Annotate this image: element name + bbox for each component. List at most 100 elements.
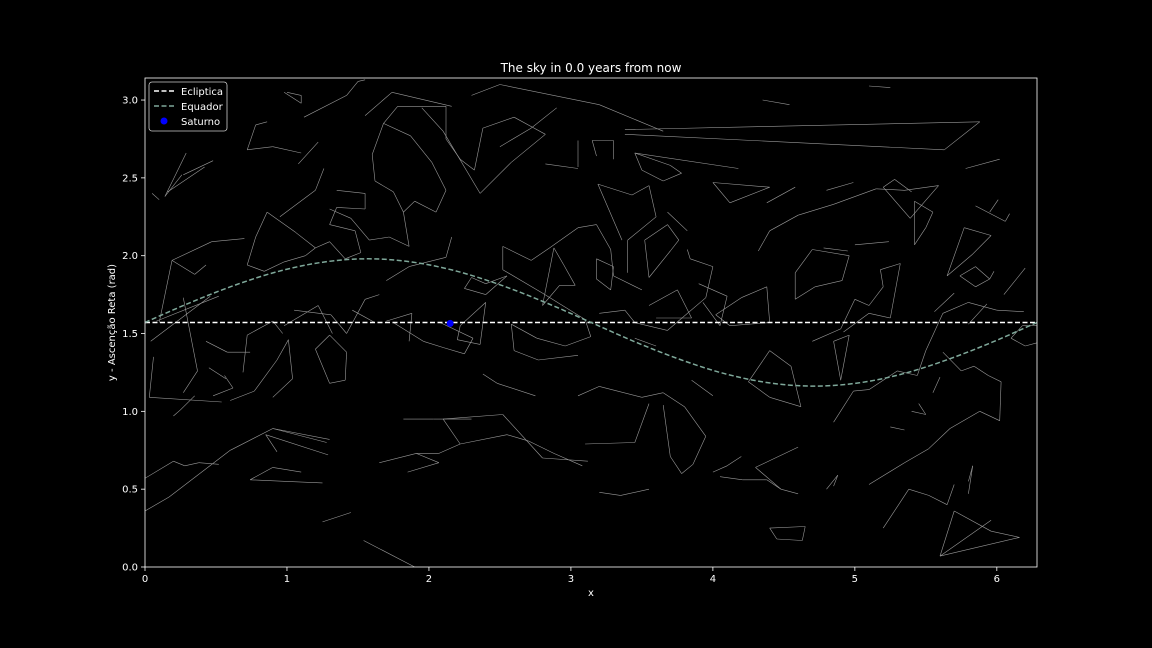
constellation-segment: [691, 379, 714, 397]
constellation-segment: [596, 278, 611, 291]
constellation-segment: [474, 128, 484, 171]
constellation-segment: [183, 370, 198, 393]
constellation-segment: [909, 185, 939, 219]
y-tick-label: 2.0: [122, 251, 138, 262]
constellation-segment: [354, 230, 362, 253]
constellation-segment: [597, 183, 623, 241]
constellation-segment: [840, 299, 856, 330]
constellation-segment: [315, 241, 330, 249]
constellation-segment: [168, 450, 231, 498]
constellation-segment: [999, 381, 1002, 421]
x-axis-label: x: [588, 588, 594, 599]
series-layer: [145, 258, 1037, 387]
constellation-segment: [531, 247, 550, 261]
constellation-segment: [303, 95, 347, 118]
constellation-segment: [975, 205, 1006, 222]
constellation-segment: [205, 341, 228, 353]
constellation-segment: [712, 465, 728, 473]
constellation-segment: [230, 390, 255, 401]
constellation-segment: [634, 152, 671, 166]
constellation-segment: [538, 355, 579, 361]
constellation-segment: [363, 540, 415, 567]
constellation-segment: [336, 190, 366, 194]
constellation-segment: [928, 428, 951, 449]
constellation-segment: [511, 134, 546, 163]
constellation-segment: [780, 488, 799, 495]
constellation-segment: [1003, 267, 1026, 295]
legend: Ecliptica Equador Saturno: [148, 81, 228, 132]
constellation-segment: [374, 180, 394, 193]
constellation-segment: [627, 216, 657, 241]
constellation-segment: [506, 434, 529, 442]
constellation-segment: [965, 158, 1000, 169]
constellation-segment: [471, 277, 486, 284]
y-axis-label: y - Ascenção Reta (rad): [107, 264, 118, 381]
constellation-segment: [755, 446, 799, 468]
constellation-segment: [890, 263, 901, 319]
constellation-segment: [843, 313, 870, 333]
constellation-segment: [386, 266, 410, 281]
constellation-segment: [482, 116, 515, 129]
constellation-segment: [620, 488, 650, 496]
constellation-segment: [670, 456, 682, 474]
constellation-segment: [667, 297, 706, 331]
constellation-segment: [369, 236, 390, 241]
constellation-segment: [408, 313, 413, 342]
constellation-segment: [634, 337, 657, 347]
constellation-segment: [513, 350, 539, 361]
constellation-segment: [973, 365, 989, 376]
saturno-point: [446, 319, 454, 327]
constellation-segment: [272, 428, 327, 443]
constellation-segment: [442, 418, 461, 445]
constellation-segment: [634, 403, 650, 443]
constellation-segment: [283, 92, 302, 104]
constellation-segment: [988, 375, 1002, 383]
constellation-segment: [853, 389, 870, 392]
constellation-segment: [599, 309, 625, 314]
constellation-segment: [715, 314, 731, 326]
constellation-segment: [329, 224, 356, 232]
constellation-segment: [502, 414, 543, 459]
constellation-segment: [255, 121, 268, 126]
constellation-segment: [531, 107, 557, 129]
constellation-segment: [624, 121, 980, 130]
constellation-segment: [545, 163, 579, 169]
constellation-segment: [748, 381, 770, 398]
constellation-segment: [854, 299, 870, 306]
y-tick-label: 3.0: [122, 96, 138, 107]
constellation-segment: [648, 250, 671, 278]
constellation-segment: [667, 224, 680, 241]
constellation-segment: [979, 411, 1000, 421]
constellation-segment: [692, 436, 707, 465]
x-tick-label: 3: [568, 574, 574, 585]
constellation-segment: [634, 152, 643, 171]
constellation-segment: [329, 208, 352, 219]
constellation-segment: [597, 183, 633, 196]
constellation-segment: [389, 236, 410, 247]
constellation-segment: [295, 232, 316, 249]
x-axis-ticks: 0 1 2 3 4 5 6: [142, 567, 1000, 585]
constellation-segment: [670, 239, 680, 252]
constellation-segment: [942, 351, 962, 372]
constellation-segment: [705, 266, 714, 298]
constellation-segment: [663, 172, 682, 182]
constellation-segment: [883, 179, 895, 188]
constellation-segment: [443, 347, 465, 355]
constellation-segment: [346, 299, 366, 334]
constellation-segment: [224, 375, 234, 389]
constellation-segment: [868, 370, 898, 390]
constellation-segment: [565, 336, 591, 347]
constellation-segment: [975, 266, 990, 280]
constellation-segment: [1005, 213, 1010, 222]
constellation-segment: [776, 538, 803, 541]
constellation-segment: [1010, 337, 1026, 347]
constellation-segment: [989, 199, 999, 213]
legend-saturno-marker: [160, 117, 168, 125]
constellation-segment: [158, 260, 173, 323]
constellation-segment: [624, 310, 636, 323]
constellation-segment: [798, 204, 834, 216]
constellation-segment: [644, 224, 668, 241]
constellation-segment: [769, 397, 801, 407]
x-tick-label: 0: [142, 574, 148, 585]
